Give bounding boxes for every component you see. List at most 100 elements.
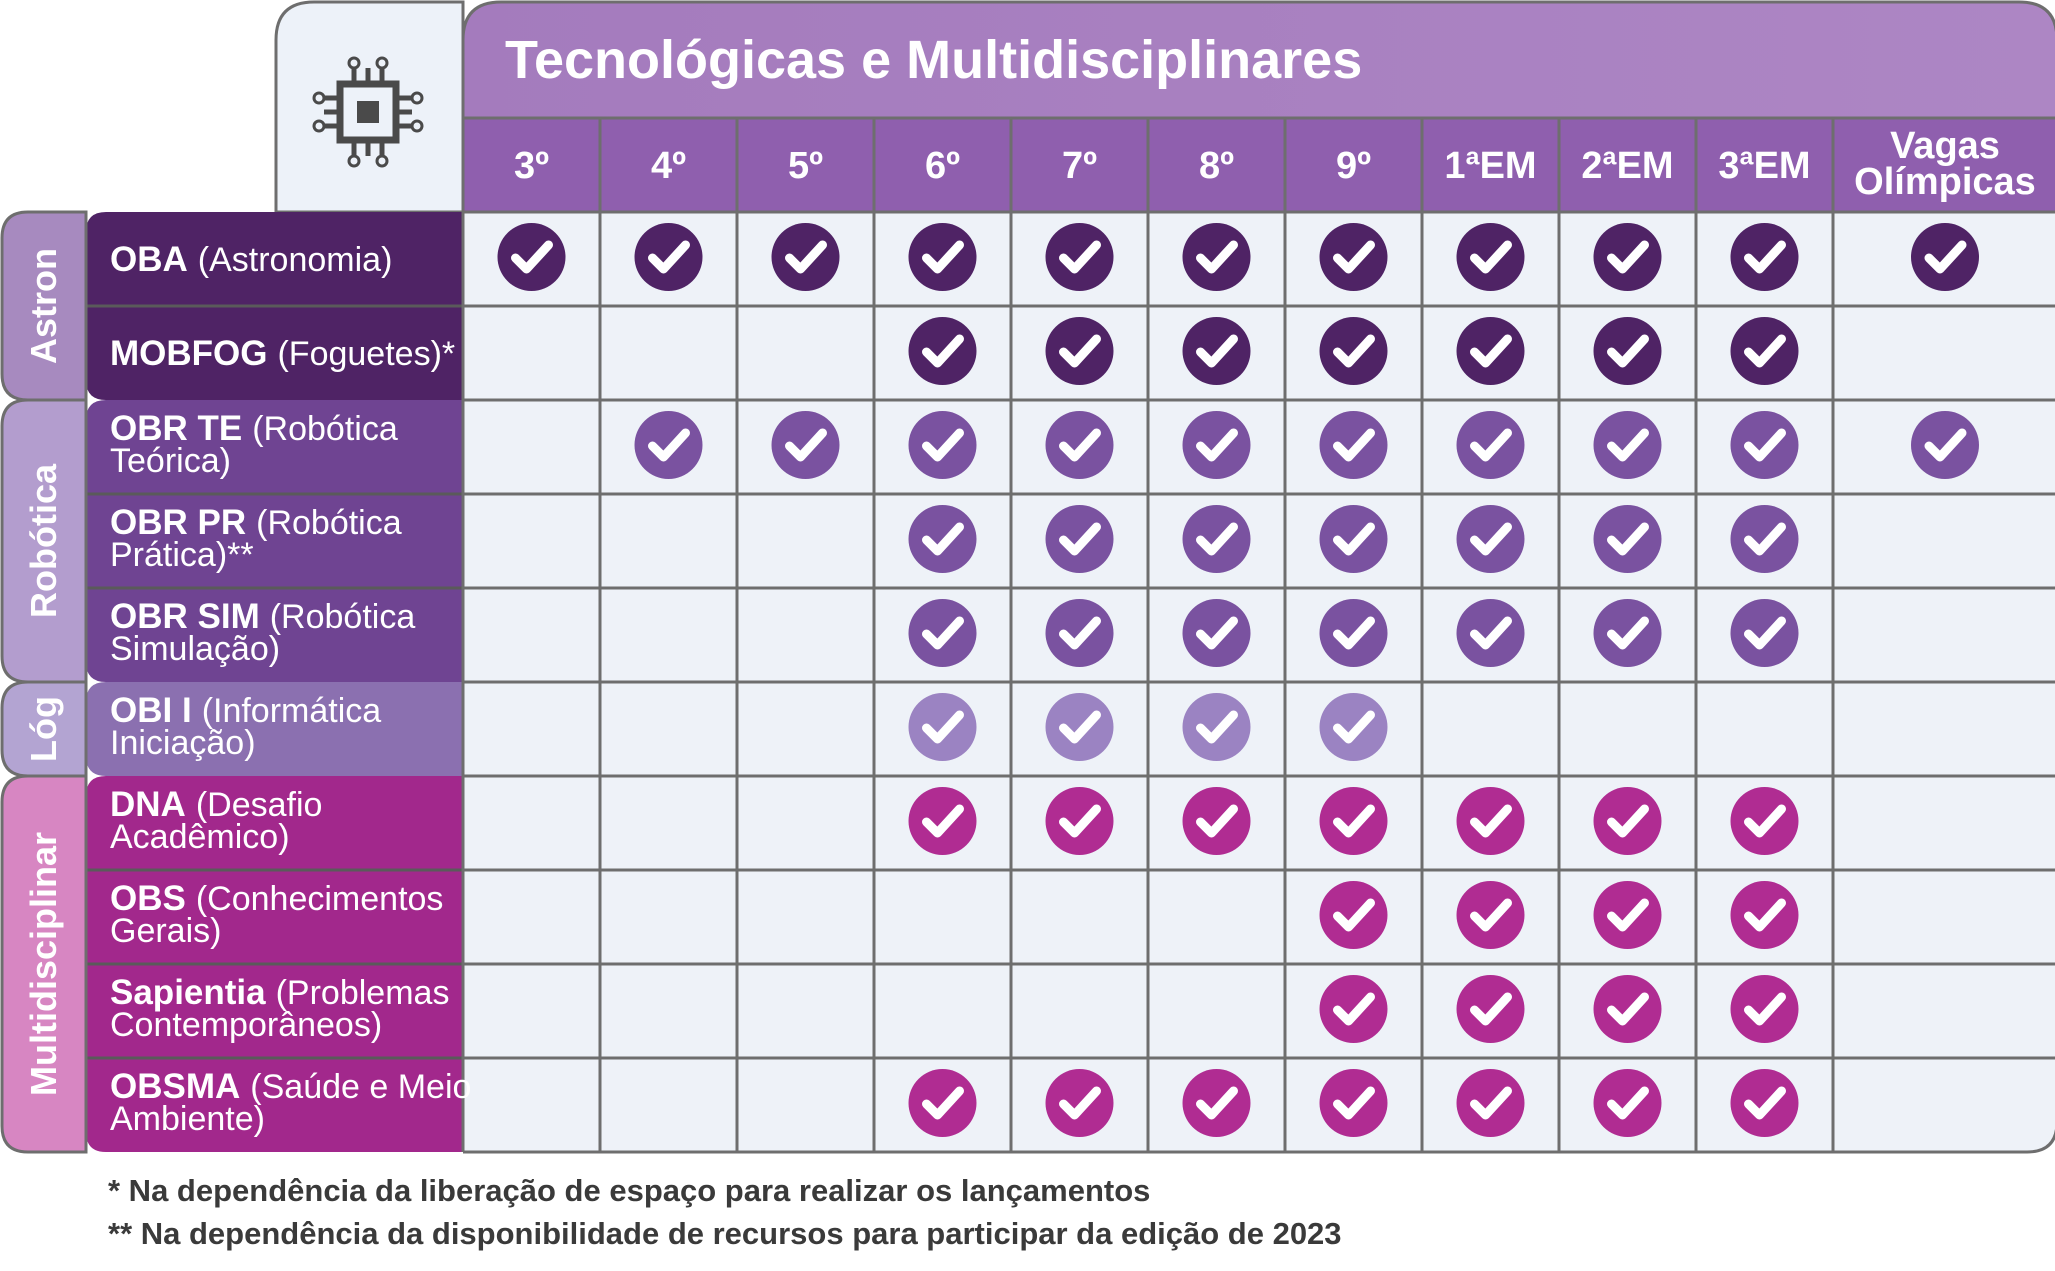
row-name-4: OBR SIM (Robótica Simulação)	[110, 597, 415, 668]
check-mark	[1593, 881, 1662, 949]
group-label: Multidisciplinar	[23, 832, 64, 1096]
check-mark	[908, 317, 977, 385]
check-mark	[1456, 599, 1525, 667]
check-mark	[1456, 787, 1525, 855]
check-mark	[1456, 975, 1525, 1043]
check-mark	[771, 223, 840, 291]
check-mark	[908, 505, 977, 573]
column-header-5: 8º	[1199, 145, 1234, 187]
check-mark	[1730, 223, 1799, 291]
check-mark	[1319, 975, 1388, 1043]
check-mark	[908, 599, 977, 667]
check-mark	[1045, 411, 1114, 479]
check-mark	[1045, 505, 1114, 573]
title-bar	[461, 0, 2055, 120]
group-label: Lóg	[23, 696, 64, 762]
grid-corner	[2026, 1128, 2055, 1154]
check-mark	[1730, 787, 1799, 855]
check-mark	[1456, 317, 1525, 385]
check-mark	[1730, 599, 1799, 667]
column-header-0: 3º	[514, 145, 549, 187]
check-mark	[1045, 317, 1114, 385]
check-mark	[1730, 505, 1799, 573]
check-mark	[908, 1069, 977, 1137]
column-header-8: 2ªEM	[1581, 145, 1673, 187]
check-mark	[1319, 223, 1388, 291]
check-mark	[1730, 881, 1799, 949]
check-mark	[1593, 1069, 1662, 1137]
check-mark	[634, 223, 703, 291]
group-label-bg	[0, 774, 88, 1154]
check-mark	[1319, 881, 1388, 949]
row-name-7: OBS (Conhecimentos Gerais)	[110, 879, 443, 950]
check-mark	[908, 411, 977, 479]
row-name-9: OBSMA (Saúde e Meio Ambiente)	[110, 1067, 471, 1138]
check-mark	[1319, 505, 1388, 573]
check-mark	[1593, 599, 1662, 667]
check-mark	[1319, 1069, 1388, 1137]
check-mark	[1319, 317, 1388, 385]
row-name-8: Sapientia (Problemas Contemporâneos)	[110, 973, 449, 1044]
group-label: Robótica	[23, 463, 64, 618]
check-mark	[1319, 411, 1388, 479]
column-header-2: 5º	[788, 145, 823, 187]
check-mark	[908, 223, 977, 291]
row-name-2: OBR TE (Robótica Teórica)	[110, 409, 398, 480]
check-mark	[1593, 223, 1662, 291]
column-header-6: 9º	[1336, 145, 1371, 187]
check-mark	[497, 223, 566, 291]
check-mark	[1045, 1069, 1114, 1137]
check-mark	[1456, 1069, 1525, 1137]
check-mark	[1593, 505, 1662, 573]
column-header-4: 7º	[1062, 145, 1097, 187]
row-name-5: OBI I (Informática Iniciação)	[110, 691, 381, 762]
check-mark	[1319, 787, 1388, 855]
check-mark	[908, 693, 977, 761]
check-mark	[1182, 693, 1251, 761]
check-mark	[1045, 787, 1114, 855]
check-mark	[1182, 787, 1251, 855]
check-mark	[908, 787, 977, 855]
check-mark	[1456, 411, 1525, 479]
check-mark	[1593, 787, 1662, 855]
check-mark	[1593, 975, 1662, 1043]
column-header-7: 1ªEM	[1444, 145, 1536, 187]
check-mark	[1045, 223, 1114, 291]
row-name-0: OBA (Astronomia)	[110, 240, 392, 279]
check-mark	[1911, 411, 1979, 479]
row-name-1: MOBFOG (Foguetes)*	[110, 334, 455, 373]
footnote-2: ** Na dependência da disponibilidade de …	[108, 1216, 1342, 1251]
check-mark	[1730, 317, 1799, 385]
check-mark	[1182, 411, 1251, 479]
column-header-3: 6º	[925, 145, 960, 187]
check-mark	[1593, 411, 1662, 479]
check-mark	[1593, 317, 1662, 385]
check-mark	[1182, 505, 1251, 573]
check-mark	[771, 411, 840, 479]
check-mark	[1045, 693, 1114, 761]
check-mark	[1730, 411, 1799, 479]
check-mark	[1730, 1069, 1799, 1137]
group-label: Astron	[23, 248, 64, 364]
check-mark	[634, 411, 703, 479]
check-mark	[1911, 223, 1979, 291]
group-name-cells	[86, 682, 463, 776]
check-mark	[1045, 599, 1114, 667]
check-mark	[1182, 1069, 1251, 1137]
circuit-chip-icon	[312, 56, 424, 168]
group-name-cells	[86, 400, 463, 682]
column-header-9: 3ªEM	[1718, 145, 1810, 187]
column-header-1: 4º	[651, 145, 686, 187]
column-header-10: Vagas Olímpicas	[1854, 125, 2036, 203]
check-mark	[1730, 975, 1799, 1043]
check-mark	[1182, 223, 1251, 291]
check-mark	[1182, 317, 1251, 385]
check-mark	[1456, 223, 1525, 291]
footnote-1: * Na dependência da liberação de espaço …	[108, 1173, 1150, 1208]
column-header-bar	[463, 118, 2055, 212]
row-name-3: OBR PR (Robótica Prática)**	[110, 503, 402, 574]
check-mark	[1319, 693, 1388, 761]
check-mark	[1456, 505, 1525, 573]
row-name-6: DNA (Desafio Acadêmico)	[110, 785, 322, 856]
